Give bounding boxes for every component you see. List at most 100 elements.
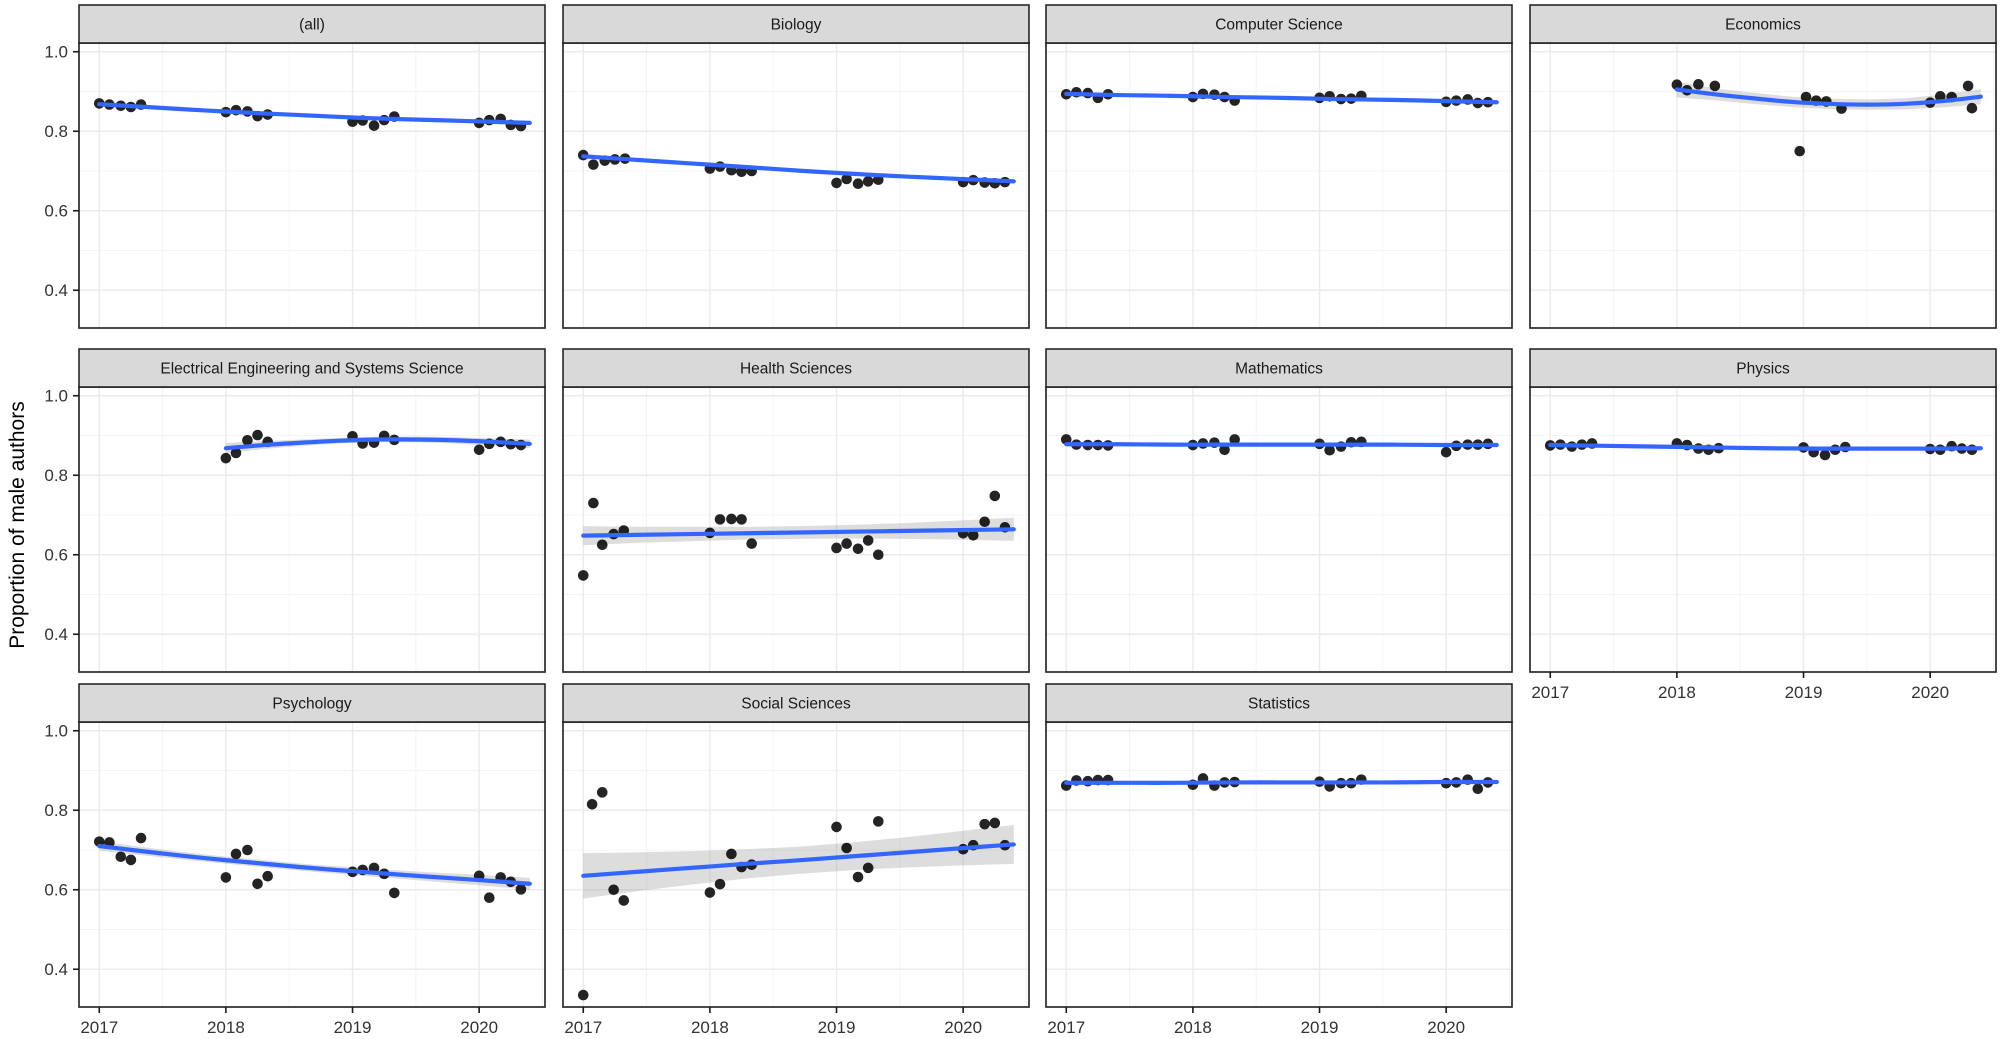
- data-point: [736, 514, 747, 525]
- y-tick-label: 1.0: [44, 43, 68, 62]
- data-point: [588, 497, 599, 509]
- x-tick-label: 2018: [1658, 683, 1696, 702]
- panel-grid: [563, 387, 1029, 672]
- data-point: [704, 887, 716, 898]
- smooth-line: [581, 842, 1016, 878]
- panel-grid: [79, 43, 545, 328]
- x-tick-label: 2020: [1427, 1018, 1465, 1037]
- data-point: [714, 878, 726, 890]
- panel-background: [563, 722, 1029, 1007]
- facet-strip: [562, 348, 1030, 388]
- x-tick-label: 2018: [1174, 1018, 1212, 1037]
- panel-grid: [563, 722, 1029, 1007]
- data-point: [1794, 145, 1806, 157]
- y-axis: 1.0 0.8 0.6 0.4: [44, 722, 79, 979]
- facet-computer-science: Computer Science: [1045, 4, 1513, 329]
- facet-title: Physics: [1736, 361, 1790, 378]
- facet-title: Statistics: [1248, 696, 1310, 713]
- panel-background: [563, 43, 1029, 328]
- data-point: [1229, 434, 1240, 445]
- data-point: [726, 848, 737, 860]
- data-point: [979, 818, 990, 830]
- smooth-line: [97, 102, 532, 125]
- y-tick-label: 1.0: [44, 722, 68, 741]
- facet-mathematics: Mathematics: [1045, 348, 1513, 673]
- data-point: [1819, 449, 1831, 461]
- x-tick-label: 2019: [334, 1018, 372, 1037]
- facet-title: Psychology: [272, 696, 352, 713]
- data-point: [831, 542, 842, 554]
- panel-grid: [1046, 43, 1512, 328]
- panel-grid: [563, 43, 1029, 328]
- data-point: [1440, 446, 1452, 458]
- panel-background: [79, 387, 545, 672]
- panel-grid: [1530, 43, 1996, 328]
- facet-strip: [1045, 348, 1513, 388]
- panel-background: [79, 43, 545, 328]
- data-point: [841, 842, 852, 854]
- y-tick-label: 0.4: [44, 960, 68, 979]
- facet-psychology: Psychology 1.0 0.8 0.6 0.4 2017 2018 2019 2020: [44, 683, 546, 1037]
- y-tick-label: 0.4: [44, 281, 68, 300]
- panel-grid: [79, 722, 545, 1007]
- y-tick-label: 0.6: [44, 202, 68, 221]
- data-point: [577, 989, 589, 1001]
- x-axis: 2017 2018 2019 2020: [1531, 672, 1949, 702]
- y-tick-label: 0.6: [44, 546, 68, 565]
- x-axis: 2017 2018 2019 2020: [1047, 1007, 1465, 1037]
- y-axis-title: Proportion of male authors: [6, 401, 29, 648]
- data-point: [252, 878, 263, 890]
- data-point: [831, 177, 842, 189]
- smooth-line: [1548, 442, 1983, 451]
- data-point: [1962, 80, 1974, 92]
- data-point: [967, 529, 979, 541]
- smooth-line: [97, 843, 532, 886]
- x-tick-label: 2020: [460, 1018, 498, 1037]
- data-point: [726, 513, 737, 525]
- facet-biology: Biology: [562, 4, 1030, 329]
- x-tick-label: 2017: [1047, 1018, 1085, 1037]
- panel-background: [1530, 43, 1996, 328]
- panel-background: [1046, 43, 1512, 328]
- x-tick-label: 2020: [1911, 683, 1949, 702]
- data-point: [841, 173, 852, 185]
- x-tick-label: 2020: [944, 1018, 982, 1037]
- data-point: [1709, 80, 1721, 92]
- facet-social-sciences: Social Sciences 2017 2018 2019 2020: [562, 683, 1030, 1037]
- data-point: [242, 434, 253, 446]
- panel-grid: [1046, 722, 1512, 1007]
- data-point: [841, 538, 852, 549]
- data-point: [989, 817, 1001, 829]
- x-axis: 2017 2018 2019 2020: [80, 1007, 498, 1037]
- data-point: [1671, 79, 1683, 91]
- data-point: [242, 844, 253, 856]
- facet-strip: [562, 683, 1030, 723]
- smooth-line: [1674, 87, 1983, 107]
- data-point: [577, 570, 589, 581]
- x-tick-label: 2018: [207, 1018, 245, 1037]
- x-axis: 2017 2018 2019 2020: [564, 1007, 982, 1037]
- facet-title: Computer Science: [1215, 17, 1343, 34]
- facet-health-sciences: Health Sciences: [562, 348, 1030, 673]
- facet-title: Biology: [771, 17, 822, 34]
- data-point: [515, 884, 527, 895]
- data-point: [1324, 444, 1335, 456]
- facet-strip: [1529, 4, 1997, 44]
- facet-title: Social Sciences: [741, 696, 851, 713]
- data-point: [115, 851, 127, 863]
- facet-electrical-engineering-and-systems-science: Electrical Engineering and Systems Scien…: [44, 348, 546, 673]
- facet-physics: Physics 2017 2018 2019 2020: [1529, 348, 1997, 702]
- x-tick-label: 2019: [1785, 683, 1823, 702]
- data-point: [989, 490, 1001, 502]
- data-point: [736, 166, 747, 178]
- data-point: [979, 516, 990, 528]
- panel-background: [79, 722, 545, 1007]
- facet-all: (all) 1.0 0.8 0.6 0.4: [44, 4, 546, 329]
- data-point: [588, 159, 599, 170]
- data-point: [389, 887, 400, 899]
- data-point: [1693, 79, 1704, 90]
- data-point: [618, 895, 630, 906]
- smooth-line: [1064, 442, 1499, 448]
- smooth-line: [1064, 779, 1499, 785]
- data-point: [252, 429, 263, 441]
